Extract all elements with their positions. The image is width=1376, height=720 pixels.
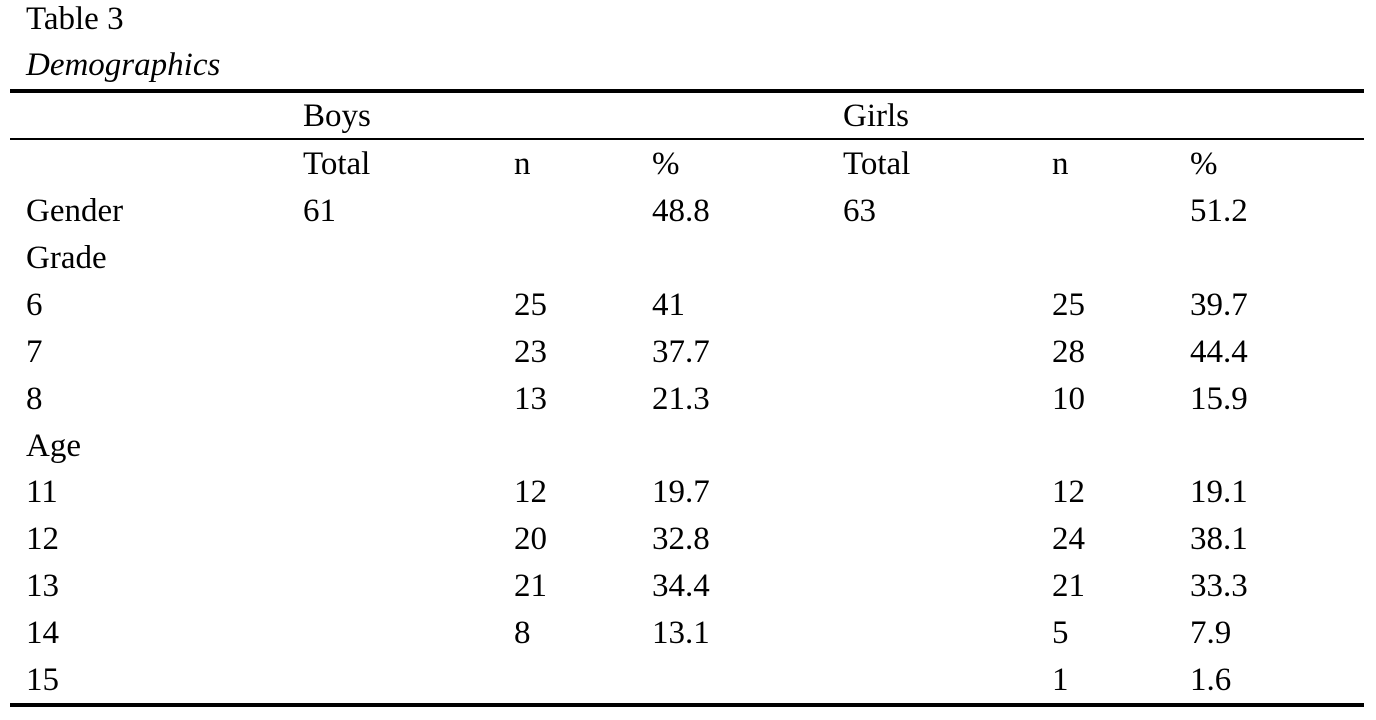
cell-boys-pct: 32.8 [652, 521, 710, 557]
cell-boys-pct: 37.7 [652, 334, 710, 370]
cell-boys-pct: 41 [652, 287, 685, 323]
row-label: 12 [26, 521, 59, 557]
cell-girls-pct: 19.1 [1190, 474, 1248, 510]
cell-girls-n: 28 [1052, 334, 1085, 370]
cell-boys-pct: 21.3 [652, 381, 710, 417]
cell-boys-n: 13 [514, 381, 547, 417]
row-label: 11 [26, 474, 58, 510]
row-label: 13 [26, 568, 59, 604]
cell-boys-pct: 19.7 [652, 474, 710, 510]
group-header-girls: Girls [843, 98, 909, 134]
row-label: Gender [26, 193, 124, 229]
cell-boys-pct: 13.1 [652, 615, 710, 651]
column-header-boys-pct: % [652, 146, 680, 182]
row-label: 15 [26, 662, 59, 698]
column-header-girls-n: n [1052, 146, 1069, 182]
column-header-girls-pct: % [1190, 146, 1218, 182]
row-label: 6 [26, 287, 43, 323]
row-label: 7 [26, 334, 43, 370]
row-label: 8 [26, 381, 43, 417]
table-row: 8 13 21.3 10 15.9 [0, 380, 1376, 418]
cell-girls-pct: 51.2 [1190, 193, 1248, 229]
column-header-boys-n: n [514, 146, 531, 182]
cell-girls-pct: 39.7 [1190, 287, 1248, 323]
cell-boys-n: 23 [514, 334, 547, 370]
cell-boys-pct: 48.8 [652, 193, 710, 229]
cell-boys-n: 8 [514, 615, 531, 651]
cell-boys-n: 21 [514, 568, 547, 604]
cell-boys-n: 25 [514, 287, 547, 323]
cell-girls-n: 12 [1052, 474, 1085, 510]
table-row: 12 20 32.8 24 38.1 [0, 520, 1376, 558]
table-row: 14 8 13.1 5 7.9 [0, 614, 1376, 652]
row-label: 14 [26, 615, 59, 651]
cell-girls-pct: 38.1 [1190, 521, 1248, 557]
table-title: Demographics [26, 47, 221, 83]
group-header-boys: Boys [303, 98, 371, 134]
column-header-boys-total: Total [303, 146, 371, 182]
cell-girls-n: 1 [1052, 662, 1069, 698]
cell-girls-total: 63 [843, 193, 876, 229]
table-row: 15 1 1.6 [0, 661, 1376, 699]
table-row: Age [0, 427, 1376, 465]
cell-girls-pct: 33.3 [1190, 568, 1248, 604]
column-header-girls-total: Total [843, 146, 911, 182]
bottom-rule [10, 703, 1364, 707]
cell-girls-n: 24 [1052, 521, 1085, 557]
cell-girls-pct: 7.9 [1190, 615, 1232, 651]
table-row: 7 23 37.7 28 44.4 [0, 333, 1376, 371]
row-label: Age [26, 428, 81, 464]
cell-girls-pct: 15.9 [1190, 381, 1248, 417]
table-row: Gender 61 48.8 63 51.2 [0, 192, 1376, 230]
table-row: Grade [0, 239, 1376, 277]
row-label: Grade [26, 240, 107, 276]
top-rule [10, 89, 1364, 93]
cell-boys-n: 12 [514, 474, 547, 510]
cell-girls-n: 10 [1052, 381, 1085, 417]
table-row: 13 21 34.4 21 33.3 [0, 567, 1376, 605]
cell-girls-pct: 44.4 [1190, 334, 1248, 370]
table-row: 11 12 19.7 12 19.1 [0, 473, 1376, 511]
header-rule [10, 138, 1364, 140]
cell-girls-n: 25 [1052, 287, 1085, 323]
cell-girls-pct: 1.6 [1190, 662, 1232, 698]
table-label: Table 3 [26, 1, 124, 37]
cell-boys-pct: 34.4 [652, 568, 710, 604]
table-row: 6 25 41 25 39.7 [0, 286, 1376, 324]
cell-boys-n: 20 [514, 521, 547, 557]
cell-girls-n: 21 [1052, 568, 1085, 604]
cell-boys-total: 61 [303, 193, 336, 229]
cell-girls-n: 5 [1052, 615, 1069, 651]
